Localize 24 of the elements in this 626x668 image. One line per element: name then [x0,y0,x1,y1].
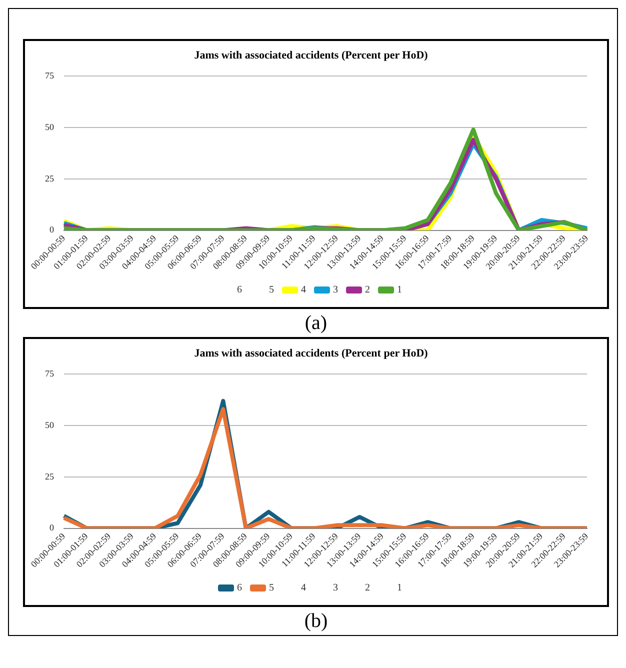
y-tick-label: 25 [45,471,54,482]
text: (b) [303,609,329,634]
text: (a) [304,311,328,336]
y-tick-label: 0 [50,224,54,235]
legend-label: 4 [301,284,306,296]
legend-label: 3 [333,284,338,296]
text: 5 [269,284,274,296]
y-tick-label: 50 [45,122,54,132]
legend-label: 2 [365,284,370,296]
legend-label: 6 [237,582,242,594]
legend-label: 5 [269,582,274,594]
chart-title: Jams with associated accidents (Percent per HoD) [194,347,428,360]
legend-label: 1 [397,284,402,296]
y-tick-label: 75 [45,70,54,81]
text: 3 [333,582,338,594]
text: 1 [397,582,402,594]
y-tick-label: 75 [45,368,54,379]
text: 2 [365,582,370,594]
chart-title: Jams with associated accidents (Percent per HoD) [194,49,428,62]
y-tick-label: 50 [45,420,54,430]
y-tick-label: 0 [50,522,54,533]
y-tick-label: 25 [45,173,54,184]
text: 6 [237,284,242,296]
text: 4 [301,582,306,594]
